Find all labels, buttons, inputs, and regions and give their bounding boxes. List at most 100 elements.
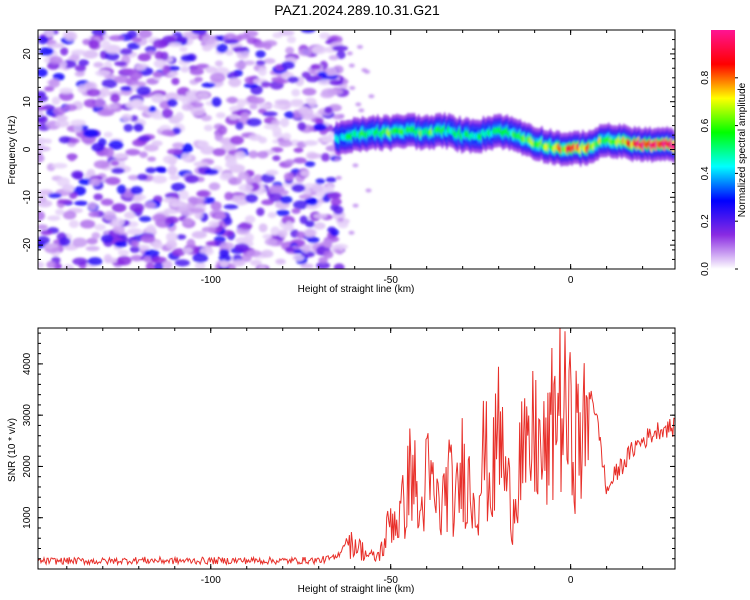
spectrogram-y-tick-label: 0 [22, 146, 33, 152]
noise-speckle [110, 160, 120, 166]
noise-speckle [201, 226, 217, 233]
noise-speckle [234, 243, 250, 252]
noise-speckle [138, 30, 153, 39]
noise-speckle [89, 178, 101, 186]
noise-speckle [103, 254, 113, 264]
noise-speckle [119, 48, 133, 55]
noise-speckle [49, 43, 65, 49]
snr-x-tick-label: -100 [201, 575, 221, 586]
noise-speckle [172, 127, 182, 135]
noise-speckle [342, 79, 349, 84]
noise-speckle [127, 174, 140, 181]
noise-speckle [225, 49, 234, 56]
noise-speckle [93, 160, 110, 169]
noise-speckle [93, 61, 104, 68]
noise-speckle [116, 184, 127, 195]
noise-speckle [111, 167, 125, 174]
noise-speckle [38, 146, 51, 152]
noise-speckle [282, 132, 292, 141]
noise-speckle [226, 71, 239, 80]
noise-speckle [129, 202, 145, 213]
noise-speckle [138, 215, 152, 222]
snr-x-axis-label: Height of straight line (km) [298, 584, 415, 595]
noise-speckle [311, 184, 324, 193]
noise-speckle [275, 258, 286, 265]
noise-speckle [210, 201, 222, 211]
noise-speckle [167, 98, 178, 107]
noise-speckle [180, 66, 190, 73]
noise-speckle [125, 148, 141, 156]
noise-speckle [316, 261, 331, 269]
noise-speckle [272, 131, 284, 139]
noise-speckle [151, 256, 167, 264]
noise-speckle [101, 78, 118, 89]
noise-speckle [163, 197, 178, 203]
noise-speckle [214, 60, 223, 67]
noise-speckle [293, 147, 304, 153]
noise-speckle [175, 111, 184, 122]
spectrogram-y-tick-label: 20 [22, 48, 33, 60]
noise-speckle [284, 159, 295, 166]
noise-speckle [258, 103, 273, 109]
noise-speckle [313, 213, 328, 219]
noise-speckle [100, 87, 110, 97]
noise-speckle [172, 142, 185, 149]
noise-speckle [38, 68, 48, 78]
noise-speckle [263, 42, 272, 50]
noise-speckle [305, 97, 316, 104]
noise-speckle [310, 64, 321, 70]
noise-speckle [94, 98, 105, 108]
noise-speckle [227, 177, 242, 186]
noise-speckle [304, 161, 316, 168]
noise-speckle [44, 85, 55, 92]
noise-speckle [325, 176, 337, 183]
noise-speckle [152, 38, 168, 49]
noise-speckle [165, 239, 178, 250]
noise-speckle [293, 157, 307, 164]
noise-speckle [135, 64, 147, 71]
noise-speckle [151, 113, 166, 120]
noise-speckle [246, 249, 262, 257]
noise-speckle [196, 140, 210, 148]
noise-speckle [276, 209, 290, 217]
noise-speckle [93, 193, 104, 201]
colorbar-tick-label: 0.2 [700, 214, 711, 228]
noise-speckle [260, 173, 275, 183]
noise-speckle [289, 100, 305, 108]
noise-speckle [240, 112, 250, 119]
noise-speckle [317, 71, 328, 78]
noise-speckle [358, 108, 365, 113]
noise-speckle [243, 82, 259, 89]
colorbar-tick-label: 0.4 [700, 166, 711, 180]
noise-speckle [154, 50, 164, 60]
noise-speckle [71, 49, 87, 56]
noise-speckle [167, 148, 183, 155]
noise-speckle [62, 210, 77, 220]
noise-speckle [306, 203, 319, 210]
noise-speckle [284, 111, 295, 119]
noise-speckle [178, 189, 189, 200]
noise-speckle [209, 72, 226, 83]
noise-speckle [100, 198, 114, 206]
noise-speckle [214, 212, 226, 220]
noise-speckle [336, 250, 343, 255]
noise-speckle [145, 224, 157, 235]
noise-speckle [280, 195, 293, 204]
noise-speckle [47, 215, 61, 221]
noise-speckle [318, 256, 328, 264]
colorbar-label: Normalized spectral amplitude [737, 82, 748, 217]
noise-speckle [104, 52, 120, 61]
noise-speckle [258, 136, 267, 144]
noise-speckle [205, 66, 218, 74]
colorbar-tick-label: 0.8 [700, 70, 711, 84]
noise-speckle [307, 153, 323, 159]
noise-speckle [182, 143, 193, 154]
noise-speckle [38, 261, 45, 269]
colorbar-tick-label: 0.6 [700, 118, 711, 132]
noise-speckle [67, 153, 76, 162]
noise-speckle [86, 168, 96, 177]
snr-frame [37, 327, 676, 570]
noise-speckle [258, 223, 268, 233]
colorbar-gradient [711, 30, 735, 269]
noise-speckle [326, 191, 342, 199]
